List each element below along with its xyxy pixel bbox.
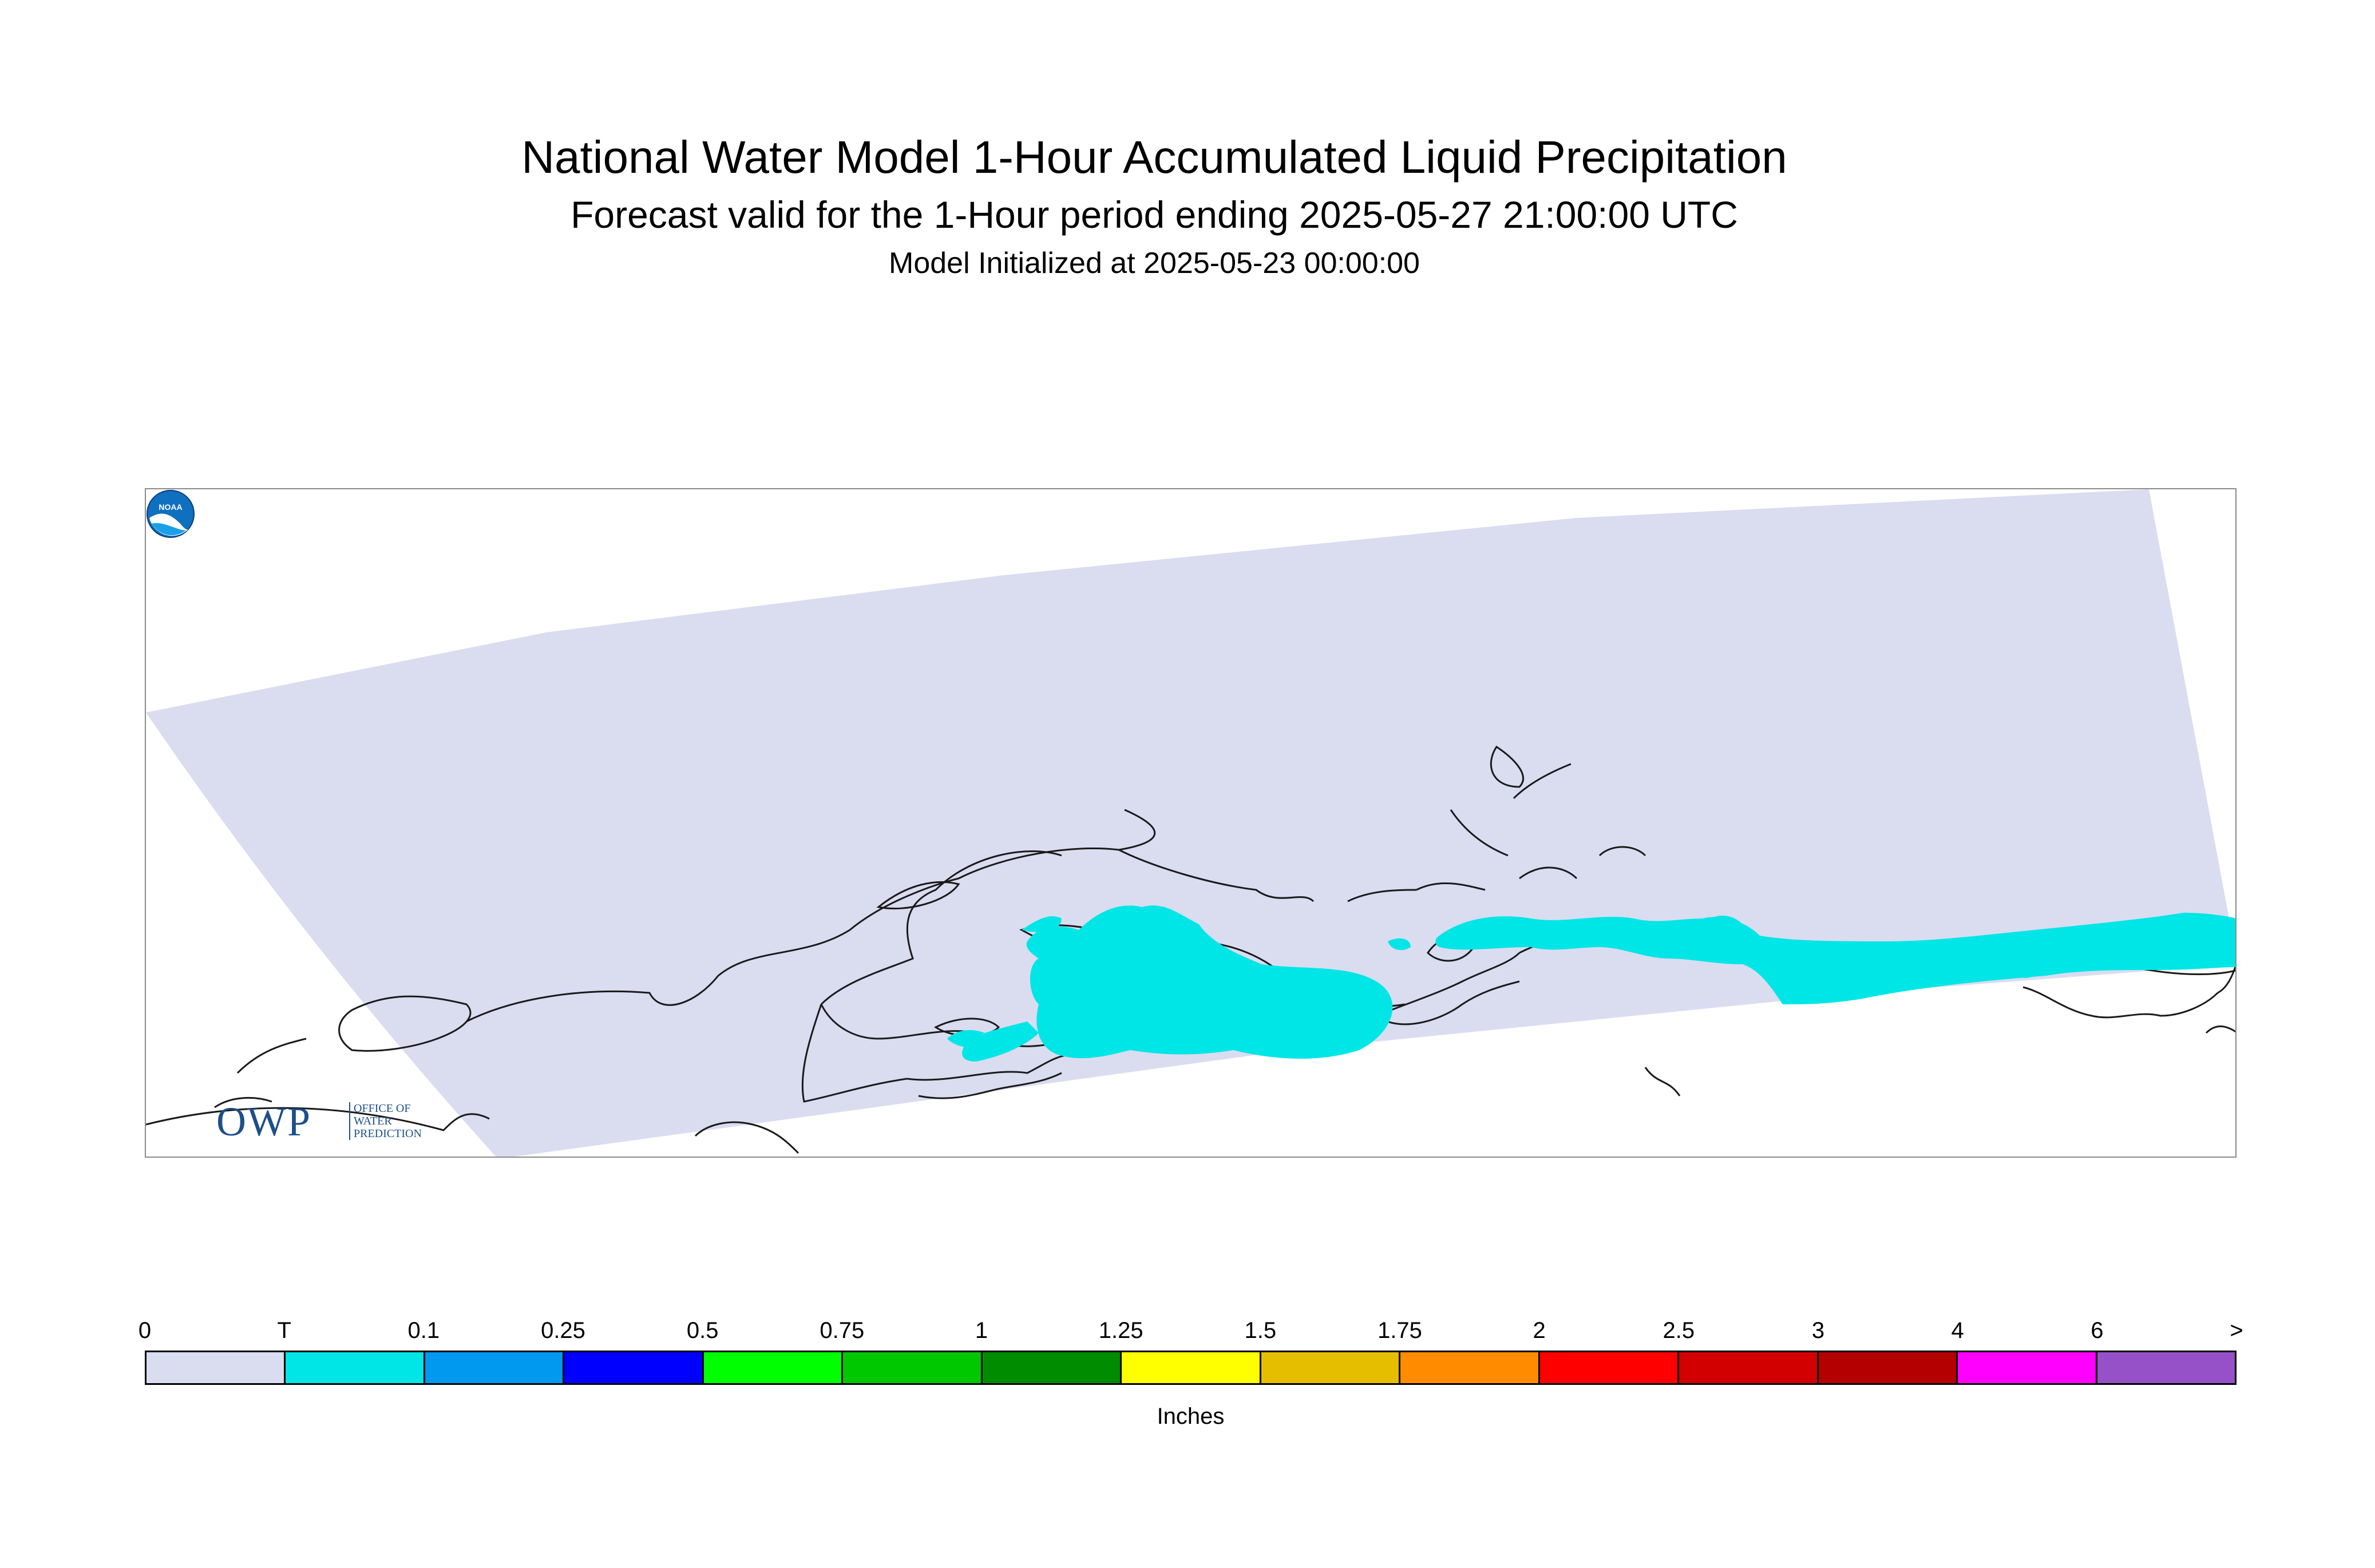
legend-tick-label: 0.1 — [407, 1318, 440, 1343]
legend-swatch-7 — [1122, 1352, 1261, 1383]
legend-swatch-12 — [1818, 1352, 1958, 1383]
owp-line-2: WATER — [354, 1115, 392, 1127]
legend-color-bar — [145, 1351, 2237, 1385]
legend-swatch-3 — [564, 1352, 704, 1383]
legend-tick-label: 1 — [975, 1318, 988, 1343]
owp-subtitle: OFFICE OF WATER PREDICTION — [349, 1102, 422, 1140]
legend-tick-label: 2.5 — [1662, 1318, 1695, 1343]
legend-swatch-10 — [1539, 1352, 1680, 1383]
precipitation-areas — [947, 905, 2235, 1062]
model-initialized-label: Model Initialized at 2025-05-23 00:00:00 — [889, 247, 1420, 280]
legend-units-label: Inches — [1157, 1404, 1225, 1429]
owp-line-3: PREDICTION — [354, 1127, 422, 1140]
precipitation-map: OWP OFFICE OF WATER PREDICTION NOAA — [145, 488, 2237, 1158]
legend-tick-label: 2 — [1533, 1318, 1546, 1343]
legend-swatch-4 — [703, 1352, 844, 1383]
legend-swatch-13 — [1958, 1352, 2097, 1383]
legend-swatch-1 — [286, 1352, 425, 1383]
legend-tick-label: > — [2230, 1318, 2243, 1343]
legend-tick-label: 0.25 — [541, 1318, 585, 1343]
owp-line-1: OFFICE OF — [354, 1102, 411, 1115]
forecast-valid-subtitle: Forecast valid for the 1-Hour period end… — [571, 193, 1738, 236]
legend-tick-labels: 0 T 0.1 0.25 0.5 0.75 1 1.25 1.5 1.75 2 2.5 3 4 6 > — [138, 1316, 2243, 1351]
noaa-logo: NOAA — [147, 490, 195, 538]
model-domain-area — [146, 489, 2235, 1157]
title-block: National Water Model 1-Hour Accumulated … — [0, 129, 2309, 283]
map-canvas — [146, 489, 2235, 1157]
noaa-logo-text: NOAA — [159, 502, 182, 512]
legend-swatch-8 — [1261, 1352, 1401, 1383]
legend-tick-label: 1.5 — [1244, 1318, 1277, 1343]
legend-swatch-2 — [425, 1352, 565, 1383]
legend-tick-label: 0 — [138, 1318, 152, 1343]
owp-logo: OWP OFFICE OF WATER PREDICTION — [216, 1099, 440, 1145]
legend-swatch-6 — [982, 1352, 1122, 1383]
legend-tick-label: T — [277, 1318, 291, 1343]
legend-swatch-5 — [843, 1352, 983, 1383]
legend-tick-label: 3 — [1811, 1318, 1825, 1343]
owp-letters: OWP — [216, 1099, 311, 1145]
legend-swatch-0 — [147, 1352, 286, 1383]
legend-swatch-11 — [1679, 1352, 1819, 1383]
legend-tick-label: 1.25 — [1098, 1318, 1143, 1343]
legend-tick-label: 4 — [1951, 1318, 1964, 1343]
color-legend: 0 T 0.1 0.25 0.5 0.75 1 1.25 1.5 1.75 2 2.5 3 4 6 > Inc… — [138, 1316, 2243, 1431]
legend-tick-label: 0.75 — [820, 1318, 865, 1343]
legend-tick-label: 0.5 — [686, 1318, 719, 1343]
page-title: National Water Model 1-Hour Accumulated … — [521, 132, 1787, 183]
legend-swatch-14 — [2097, 1352, 2235, 1383]
legend-tick-label: 1.75 — [1378, 1318, 1422, 1343]
legend-tick-label: 6 — [2091, 1318, 2104, 1343]
noaa-logo-wave — [152, 522, 186, 536]
legend-swatch-9 — [1400, 1352, 1540, 1383]
